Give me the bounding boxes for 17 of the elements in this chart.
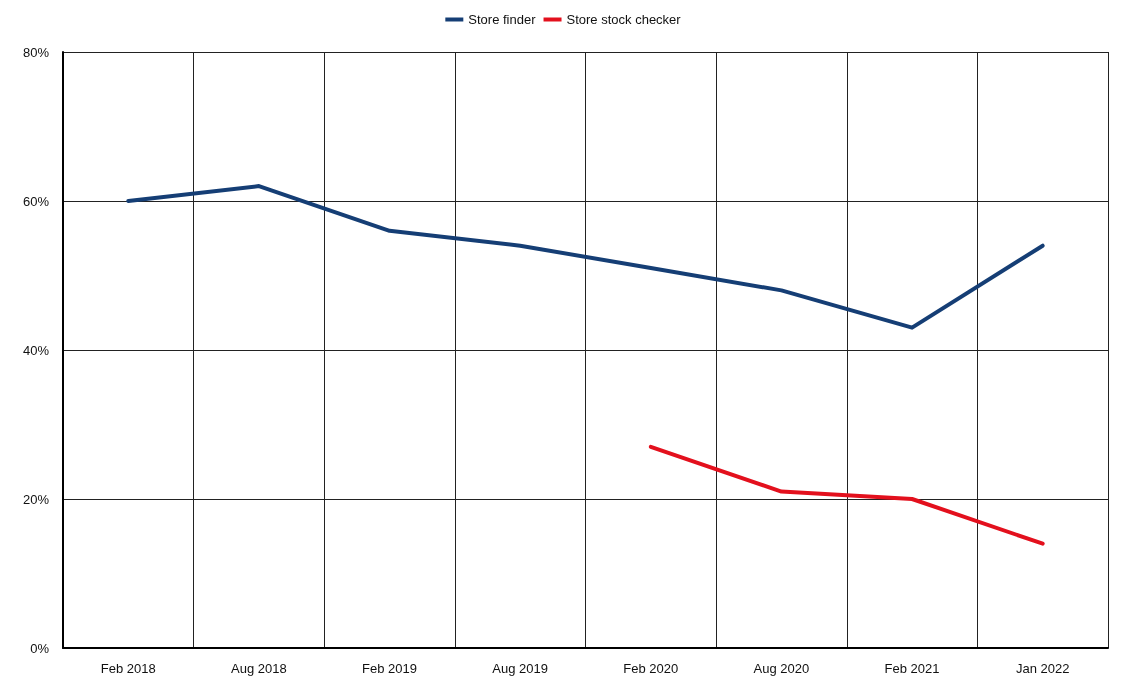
x-tick-label: Aug 2020 xyxy=(753,661,810,676)
line-series xyxy=(648,444,1045,546)
x-tick-label: Aug 2019 xyxy=(492,661,549,676)
x-tick-label: Jan 2022 xyxy=(1015,661,1070,676)
x-tick-label: Feb 2018 xyxy=(100,661,156,676)
y-tick-label: 0% xyxy=(30,640,50,656)
x-tick-label: Aug 2018 xyxy=(231,661,287,676)
y-tick-label: 60% xyxy=(22,193,50,209)
legend-label: Store stock checker xyxy=(566,12,682,27)
y-tick-label: 80% xyxy=(22,44,50,60)
x-tick-label: Feb 2021 xyxy=(884,661,940,676)
y-tick-label: 20% xyxy=(22,491,50,507)
x-tick-label: Feb 2020 xyxy=(623,661,679,676)
y-tick-label: 40% xyxy=(22,342,50,358)
x-tick-label: Feb 2019 xyxy=(362,661,418,676)
line-series xyxy=(126,184,1045,330)
legend-label: Store finder xyxy=(468,12,537,27)
